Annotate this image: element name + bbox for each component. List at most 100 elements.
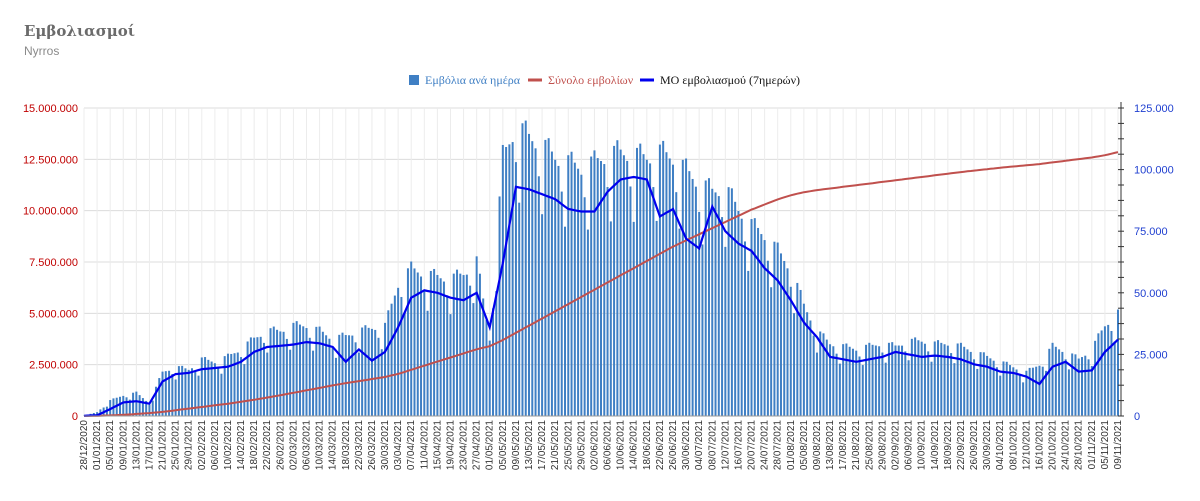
daily-bar (885, 363, 887, 416)
daily-bar (273, 327, 275, 416)
x-tick-label: 02/09/2021 (890, 420, 901, 470)
daily-bar (345, 335, 347, 416)
daily-bar (315, 327, 317, 416)
daily-bar (584, 197, 586, 416)
daily-bar (328, 339, 330, 416)
daily-bar (836, 354, 838, 416)
daily-bar (659, 145, 661, 416)
daily-bar (348, 335, 350, 416)
daily-bar (489, 341, 491, 416)
daily-bar (531, 141, 533, 416)
x-tick-label: 20/07/2021 (747, 420, 758, 470)
x-tick-label: 18/02/2021 (249, 420, 260, 470)
x-tick-label: 19/04/2021 (445, 420, 456, 470)
daily-bar (505, 147, 507, 416)
x-tick-label: 15/04/2021 (432, 420, 443, 470)
x-tick-label: 16/10/2021 (1034, 420, 1045, 470)
daily-bar (1052, 343, 1054, 416)
x-tick-label: 08/10/2021 (1008, 420, 1019, 470)
daily-bar (679, 229, 681, 416)
daily-bar (950, 353, 952, 416)
daily-bar (574, 163, 576, 416)
daily-bar (908, 360, 910, 416)
daily-bar (590, 157, 592, 416)
daily-bar (626, 161, 628, 416)
daily-bar (787, 268, 789, 416)
daily-bar (1065, 359, 1067, 416)
x-tick-label: 02/06/2021 (589, 420, 600, 470)
daily-bar (394, 296, 396, 416)
x-tick-label: 13/05/2021 (524, 420, 535, 470)
x-tick-label: 18/03/2021 (341, 420, 352, 470)
legend: Εμβόλια ανά ημέρα Σύνολο εμβολίων ΜΟ εμβ… (409, 73, 800, 87)
daily-bar (607, 187, 609, 416)
daily-bar (695, 187, 697, 416)
x-tick-label: 25/08/2021 (864, 420, 875, 470)
daily-bar (646, 160, 648, 416)
daily-bar (1074, 354, 1076, 416)
x-tick-label: 04/10/2021 (995, 420, 1006, 470)
daily-bar (122, 396, 124, 416)
daily-bar (1081, 357, 1083, 416)
legend-swatch-daily (409, 75, 419, 85)
daily-bar (724, 247, 726, 416)
daily-bar (410, 262, 412, 416)
daily-bars (83, 121, 1119, 416)
x-tick-label: 28/12/2020 (79, 420, 90, 470)
daily-bar (194, 371, 196, 416)
daily-bar (1032, 368, 1034, 416)
daily-bar (672, 165, 674, 416)
daily-bar (976, 369, 978, 416)
daily-bar (1042, 367, 1044, 416)
daily-bar (872, 345, 874, 416)
daily-bar (338, 335, 340, 416)
daily-bar (335, 358, 337, 416)
daily-bar (148, 405, 150, 416)
daily-bar (325, 335, 327, 416)
daily-bar (309, 338, 311, 416)
daily-bar (312, 351, 314, 416)
daily-bar (436, 275, 438, 416)
x-tick-label: 10/03/2021 (315, 420, 326, 470)
daily-bar (270, 328, 272, 416)
x-tick-label: 07/04/2021 (406, 420, 417, 470)
daily-bar (508, 144, 510, 416)
daily-bar (643, 154, 645, 416)
x-tick-label: 28/10/2021 (1074, 420, 1085, 470)
x-tick-label: 06/06/2021 (603, 420, 614, 470)
x-tick-label: 10/02/2021 (223, 420, 234, 470)
daily-bar (571, 152, 573, 416)
daily-bar (773, 242, 775, 416)
daily-bar (1101, 330, 1103, 416)
daily-bar (214, 363, 216, 416)
daily-bar (1002, 361, 1004, 416)
daily-bar (1035, 367, 1037, 416)
x-tick-label: 12/10/2021 (1021, 420, 1032, 470)
daily-bar (790, 287, 792, 416)
x-tick-label: 06/03/2021 (302, 420, 313, 470)
daily-bar (868, 343, 870, 416)
daily-bar (472, 303, 474, 416)
daily-bar (224, 356, 226, 416)
y-left-tick-label: 10.000.000 (23, 206, 78, 218)
daily-bar (809, 320, 811, 416)
daily-bar (515, 162, 517, 416)
x-tick-label: 29/05/2021 (576, 420, 587, 470)
daily-bar (898, 346, 900, 416)
daily-bar (502, 145, 504, 416)
x-tick-label: 05/05/2021 (498, 420, 509, 470)
daily-bar (783, 261, 785, 416)
daily-bar (1022, 382, 1024, 416)
x-tick-label: 23/04/2021 (459, 420, 470, 470)
daily-bar (751, 219, 753, 416)
x-tick-label: 10/06/2021 (616, 420, 627, 470)
daily-bar (299, 325, 301, 416)
x-tick-label: 14/06/2021 (629, 420, 640, 470)
x-tick-label: 17/05/2021 (537, 420, 548, 470)
daily-bar (564, 227, 566, 416)
daily-bar (420, 277, 422, 416)
x-tick-label: 29/08/2021 (877, 420, 888, 470)
daily-bar (443, 282, 445, 416)
x-tick-label: 10/09/2021 (917, 420, 928, 470)
